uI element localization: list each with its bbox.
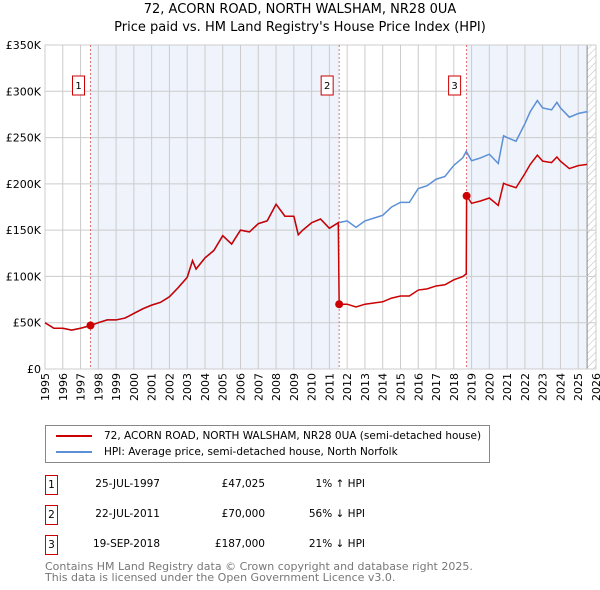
sale-label-box-2 <box>320 75 334 96</box>
sale-number-badge: 2 <box>45 505 58 525</box>
x-tick-label: 2021 <box>501 373 514 401</box>
x-tick-label: 2010 <box>306 373 319 401</box>
sale-label-1: 1 <box>75 81 81 92</box>
sale-point-1 <box>86 321 95 330</box>
sale-hpi-diff: 21% ↓ HPI <box>308 538 365 550</box>
x-tick-label: 1999 <box>110 373 123 401</box>
footer-line-1: Contains HM Land Registry data © Crown c… <box>45 560 473 573</box>
sale-number-badge: 1 <box>45 475 58 495</box>
x-tick-label: 2003 <box>181 373 194 401</box>
x-tick-label: 2016 <box>412 373 425 401</box>
y-tick-label: £350K <box>6 39 42 52</box>
legend-swatch-hpi <box>56 451 92 453</box>
x-tick-label: 2005 <box>217 373 230 401</box>
sale-date: 22-JUL-2011 <box>95 508 160 520</box>
sale-row: 3 19-SEP-2018 £187,000 21% ↓ HPI <box>45 535 445 555</box>
x-tick-label: 2019 <box>466 373 479 401</box>
property-line <box>44 153 588 331</box>
x-tick-label: 2004 <box>199 373 212 401</box>
x-tick-label: 2020 <box>483 373 496 401</box>
sale-label-2: 2 <box>324 81 330 92</box>
sale-number-badge: 3 <box>45 535 58 555</box>
sale-point-2 <box>335 300 344 309</box>
y-tick-label: £0 <box>27 363 41 376</box>
x-tick-label: 2007 <box>252 373 265 401</box>
x-tick-label: 2017 <box>430 373 443 401</box>
x-tick-label: 2006 <box>235 373 248 401</box>
x-tick-label: 1995 <box>39 373 52 401</box>
sale-price: £70,000 <box>221 508 265 520</box>
legend: 72, ACORN ROAD, NORTH WALSHAM, NR28 0UA … <box>45 425 490 463</box>
y-tick-label: £100K <box>6 270 42 283</box>
plot-frame <box>44 44 597 370</box>
x-tick-label: 2012 <box>341 373 354 401</box>
x-tick-label: 2018 <box>448 373 461 401</box>
sale-price: £187,000 <box>214 538 265 550</box>
chart-title: 72, ACORN ROAD, NORTH WALSHAM, NR28 0UA <box>143 2 457 17</box>
sale-hpi-diff: 56% ↓ HPI <box>308 508 365 520</box>
x-tick-label: 2014 <box>377 373 390 401</box>
sale-row: 2 22-JUL-2011 £70,000 56% ↓ HPI <box>45 505 445 525</box>
legend-label-hpi: HPI: Average price, semi-detached house,… <box>104 446 398 458</box>
chart-subtitle: Price paid vs. HM Land Registry's House … <box>114 20 486 35</box>
y-tick-label: £250K <box>6 132 42 145</box>
shaded-range-1 <box>466 45 588 369</box>
y-tick-label: £150K <box>6 224 42 237</box>
x-tick-label: 2009 <box>288 373 301 401</box>
x-tick-label: 2002 <box>163 373 176 401</box>
sale-hpi-diff: 1% ↑ HPI <box>315 478 365 490</box>
sale-point-3 <box>462 191 471 200</box>
x-tick-label: 2015 <box>394 373 407 401</box>
x-tick-label: 2000 <box>128 373 141 401</box>
forecast-hatch <box>587 45 596 369</box>
legend-label-property: 72, ACORN ROAD, NORTH WALSHAM, NR28 0UA … <box>104 430 482 442</box>
y-tick-label: £200K <box>6 178 42 191</box>
footer-line-2: This data is licensed under the Open Gov… <box>45 571 396 584</box>
sale-label-3: 3 <box>451 81 457 92</box>
x-tick-label: 2024 <box>554 373 567 401</box>
x-tick-label: 1998 <box>92 373 105 401</box>
sale-date: 25-JUL-1997 <box>95 478 160 490</box>
y-tick-label: £50K <box>13 317 42 330</box>
x-tick-label: 2026 <box>590 373 600 401</box>
x-tick-label: 2001 <box>146 373 159 401</box>
sale-date: 19-SEP-2018 <box>92 538 160 550</box>
sale-price: £47,025 <box>221 478 265 490</box>
x-tick-label: 2008 <box>270 373 283 401</box>
y-tick-label: £300K <box>6 85 42 98</box>
x-tick-label: 2011 <box>323 373 336 401</box>
x-tick-label: 2013 <box>359 373 372 401</box>
x-tick-label: 1997 <box>75 373 88 401</box>
x-tick-label: 1996 <box>57 373 70 401</box>
chart: 1995 1996 1997 1998 1999 2000 2001 2002 2003 2004… <box>6 39 600 401</box>
sale-label-box-1 <box>72 75 86 96</box>
legend-swatch-property <box>56 435 92 437</box>
x-tick-label: 2022 <box>519 373 532 401</box>
shaded-range-0 <box>90 45 340 369</box>
sale-row: 1 25-JUL-1997 £47,025 1% ↑ HPI <box>45 475 445 495</box>
x-tick-label: 2025 <box>572 373 585 401</box>
sale-label-box-3 <box>448 75 462 96</box>
x-tick-label: 2023 <box>537 373 550 401</box>
